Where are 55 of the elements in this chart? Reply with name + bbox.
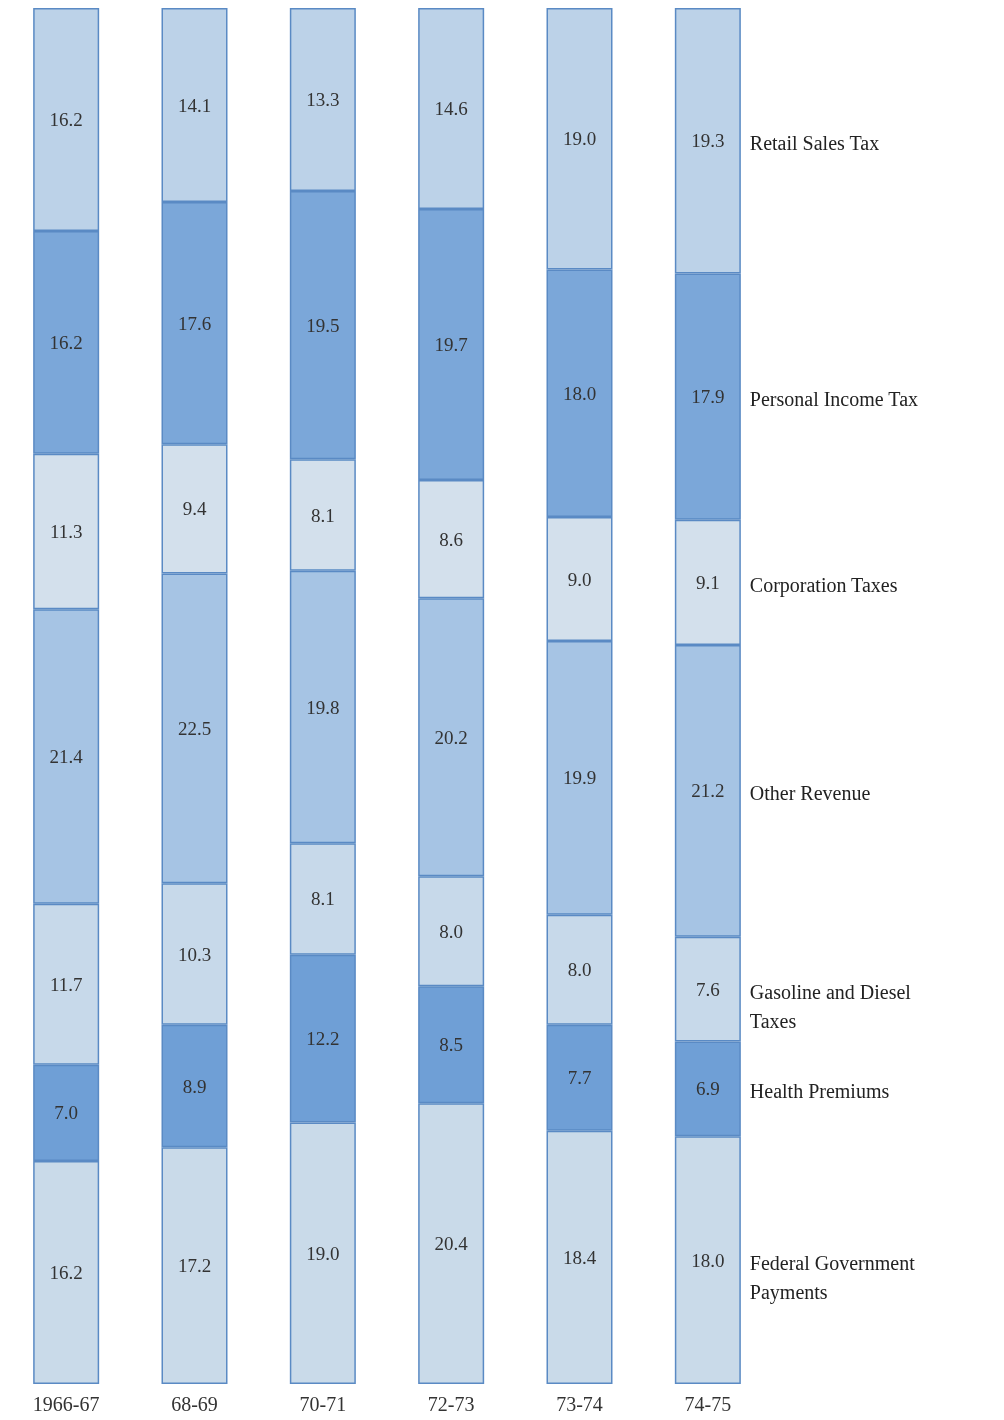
data-label: 9.4 [182,498,207,520]
data-label: 17.6 [177,312,212,334]
x-tick-label: 70-71 [299,1393,347,1415]
series-label: Federal Government Payments [749,1251,920,1304]
data-label: 14.6 [434,97,468,119]
data-label: 19.8 [306,696,340,718]
data-label: 22.5 [177,717,212,739]
data-label: 13.3 [306,89,340,110]
data-label: 7.0 [54,1102,79,1124]
data-label: 18.0 [691,1249,725,1271]
x-tick-label: 72-73 [427,1393,475,1415]
series-label: Health Premiums [749,1080,890,1103]
data-label: 20.4 [434,1233,469,1255]
data-label: 21.2 [691,780,725,802]
data-label: 20.2 [434,726,468,748]
data-label: 16.2 [49,1262,83,1284]
series-label: Personal Income Tax [749,388,919,411]
data-label: 8.0 [567,959,592,981]
data-label: 8.5 [439,1034,464,1056]
data-label: 10.3 [177,943,212,965]
data-label: 21.4 [49,746,84,768]
x-tick-label: 73-74 [556,1393,603,1415]
x-tick-label: 1966-67 [32,1393,100,1415]
data-label: 16.2 [49,108,83,130]
data-label: 6.9 [695,1078,720,1100]
data-label: 19.0 [562,128,597,150]
data-label: 19.9 [562,767,597,789]
data-label: 14.1 [177,94,212,116]
series-label: Corporation Taxes [749,573,898,597]
series-label: Gasoline and Diesel Taxes [749,980,916,1032]
data-label: 19.0 [306,1242,340,1264]
data-label: 17.2 [177,1255,212,1277]
data-label: 9.1 [695,571,720,593]
data-label: 18.0 [562,382,597,404]
data-label: 7.7 [567,1067,592,1089]
series-label: Retail Sales Tax [749,132,880,155]
data-label: 8.6 [439,528,464,550]
series-label: Other Revenue [749,782,871,805]
data-label: 17.9 [691,386,725,408]
data-label: 19.3 [691,130,725,152]
data-label: 7.6 [695,978,720,1000]
data-label: 19.7 [434,333,468,355]
data-label: 16.2 [49,331,83,353]
data-label: 11.7 [49,973,83,995]
data-label: 18.4 [562,1246,597,1268]
data-label: 19.5 [306,314,340,336]
data-label: 9.0 [567,568,592,590]
data-label: 8.1 [310,504,335,526]
data-label: 8.9 [182,1075,207,1097]
data-label: 12.2 [306,1028,340,1050]
x-tick-label: 68-69 [171,1393,218,1415]
data-label: 11.3 [49,521,83,543]
data-label: 8.0 [439,920,464,942]
x-tick-label: 74-75 [684,1393,732,1415]
data-label: 8.1 [310,888,335,910]
